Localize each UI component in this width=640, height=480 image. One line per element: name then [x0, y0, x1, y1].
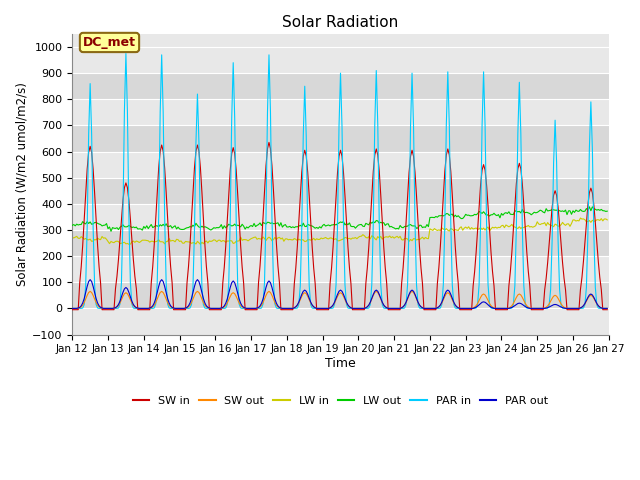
Text: DC_met: DC_met: [83, 36, 136, 49]
Bar: [72, 125, 609, 152]
Y-axis label: Solar Radiation (W/m2 umol/m2/s): Solar Radiation (W/m2 umol/m2/s): [15, 82, 28, 286]
Bar: [72, 99, 609, 125]
Bar: [72, 204, 609, 230]
Bar: [72, 73, 609, 99]
Title: Solar Radiation: Solar Radiation: [282, 15, 399, 30]
Bar: [72, 178, 609, 204]
Legend: SW in, SW out, LW in, LW out, PAR in, PAR out: SW in, SW out, LW in, LW out, PAR in, PA…: [128, 391, 553, 410]
Bar: [72, 47, 609, 73]
Bar: [72, 256, 609, 282]
Bar: [72, 152, 609, 178]
Bar: [72, 308, 609, 335]
X-axis label: Time: Time: [325, 357, 356, 370]
Bar: [72, 230, 609, 256]
Bar: [72, 282, 609, 308]
